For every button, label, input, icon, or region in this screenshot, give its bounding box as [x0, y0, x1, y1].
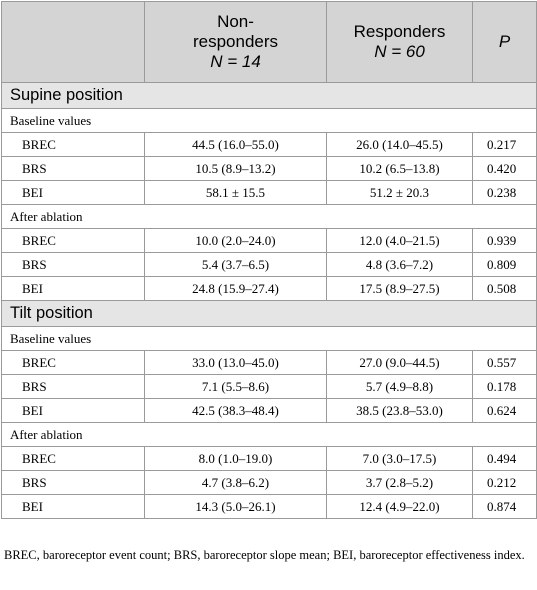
row-label: BREC [1, 350, 145, 375]
header-p-label: P [498, 32, 511, 51]
nonresponders-value: 33.0 (13.0–45.0) [144, 350, 327, 375]
table-row: BREC 44.5 (16.0–55.0) 26.0 (14.0–45.5) 0.21… [1, 132, 537, 157]
nonresponders-value: 8.0 (1.0–19.0) [144, 446, 327, 471]
row-label: BEI [1, 398, 145, 423]
responders-value: 38.5 (23.8–53.0) [326, 398, 473, 423]
section-title: Supine position [1, 82, 537, 109]
row-label: BEI [1, 180, 145, 205]
table-row: BEI 14.3 (5.0–26.1) 12.4 (4.9–22.0) 0.874 [1, 494, 537, 519]
header-p: P [472, 1, 537, 83]
header-responders-line1: Responders [353, 22, 446, 41]
p-value: 0.494 [472, 446, 537, 471]
nonresponders-value: 24.8 (15.9–27.4) [144, 276, 327, 301]
responders-value: 12.0 (4.0–21.5) [326, 228, 473, 253]
nonresponders-value: 7.1 (5.5–8.6) [144, 374, 327, 399]
table-row: BRS 4.7 (3.8–6.2) 3.7 (2.8–5.2) 0.212 [1, 470, 537, 495]
p-value: 0.178 [472, 374, 537, 399]
p-value: 0.557 [472, 350, 537, 375]
nonresponders-value: 58.1 ± 15.5 [144, 180, 327, 205]
table-row: BEI 42.5 (38.3–48.4) 38.5 (23.8–53.0) 0.624 [1, 398, 537, 423]
responders-value: 5.7 (4.9–8.8) [326, 374, 473, 399]
responders-value: 17.5 (8.9–27.5) [326, 276, 473, 301]
header-nonresponders-line1: Non- [217, 12, 254, 31]
responders-value: 51.2 ± 20.3 [326, 180, 473, 205]
responders-value: 26.0 (14.0–45.5) [326, 132, 473, 157]
row-label: BEI [1, 494, 145, 519]
header-row: Non- responders N = 14 Responders N = 60… [1, 1, 537, 83]
table-row: BRS 5.4 (3.7–6.5) 4.8 (3.6–7.2) 0.809 [1, 252, 537, 277]
p-value: 0.939 [472, 228, 537, 253]
responders-value: 27.0 (9.0–44.5) [326, 350, 473, 375]
p-value: 0.238 [472, 180, 537, 205]
group-row: Baseline values [1, 326, 537, 351]
header-nonresponders: Non- responders N = 14 [144, 1, 327, 83]
section-row: Supine position [1, 82, 537, 109]
table-row: BEI 58.1 ± 15.5 51.2 ± 20.3 0.238 [1, 180, 537, 205]
p-value: 0.217 [472, 132, 537, 157]
nonresponders-value: 5.4 (3.7–6.5) [144, 252, 327, 277]
table-row: BRS 7.1 (5.5–8.6) 5.7 (4.9–8.8) 0.178 [1, 374, 537, 399]
nonresponders-value: 4.7 (3.8–6.2) [144, 470, 327, 495]
header-responders-n: N = 60 [374, 42, 425, 61]
nonresponders-value: 42.5 (38.3–48.4) [144, 398, 327, 423]
footnote: BREC, baroreceptor event count; BRS, bar… [4, 548, 525, 562]
p-value: 0.874 [472, 494, 537, 519]
header-nonresponders-line2: responders [192, 32, 279, 51]
table-row: BREC 10.0 (2.0–24.0) 12.0 (4.0–21.5) 0.939 [1, 228, 537, 253]
section-title: Tilt position [1, 300, 537, 327]
group-row: After ablation [1, 422, 537, 447]
row-label: BREC [1, 446, 145, 471]
row-label: BREC [1, 132, 145, 157]
group-title: Baseline values [1, 326, 537, 351]
section-row: Tilt position [1, 300, 537, 327]
group-title: Baseline values [1, 108, 537, 133]
header-nonresponders-n: N = 14 [210, 52, 261, 71]
p-value: 0.508 [472, 276, 537, 301]
responders-value: 7.0 (3.0–17.5) [326, 446, 473, 471]
row-label: BRS [1, 156, 145, 181]
nonresponders-value: 10.5 (8.9–13.2) [144, 156, 327, 181]
responders-value: 12.4 (4.9–22.0) [326, 494, 473, 519]
header-blank [1, 1, 145, 83]
row-label: BRS [1, 374, 145, 399]
responders-value: 4.8 (3.6–7.2) [326, 252, 473, 277]
group-row: Baseline values [1, 108, 537, 133]
row-label: BREC [1, 228, 145, 253]
nonresponders-value: 10.0 (2.0–24.0) [144, 228, 327, 253]
p-value: 0.212 [472, 470, 537, 495]
row-label: BEI [1, 276, 145, 301]
p-value: 0.624 [472, 398, 537, 423]
table-row: BRS 10.5 (8.9–13.2) 10.2 (6.5–13.8) 0.420 [1, 156, 537, 181]
group-row: After ablation [1, 204, 537, 229]
nonresponders-value: 44.5 (16.0–55.0) [144, 132, 327, 157]
p-value: 0.809 [472, 252, 537, 277]
nonresponders-value: 14.3 (5.0–26.1) [144, 494, 327, 519]
table-row: BREC 8.0 (1.0–19.0) 7.0 (3.0–17.5) 0.494 [1, 446, 537, 471]
results-table: Non- responders N = 14 Responders N = 60… [1, 1, 537, 519]
group-title: After ablation [1, 422, 537, 447]
table-row: BEI 24.8 (15.9–27.4) 17.5 (8.9–27.5) 0.508 [1, 276, 537, 301]
responders-value: 10.2 (6.5–13.8) [326, 156, 473, 181]
header-responders: Responders N = 60 [326, 1, 473, 83]
responders-value: 3.7 (2.8–5.2) [326, 470, 473, 495]
group-title: After ablation [1, 204, 537, 229]
row-label: BRS [1, 252, 145, 277]
p-value: 0.420 [472, 156, 537, 181]
row-label: BRS [1, 470, 145, 495]
table-body: Supine position Baseline values BREC 44.5 (… [1, 82, 537, 519]
table-row: BREC 33.0 (13.0–45.0) 27.0 (9.0–44.5) 0.557 [1, 350, 537, 375]
